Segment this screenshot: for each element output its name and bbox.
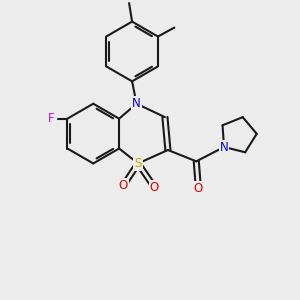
Text: N: N (220, 140, 228, 154)
Text: S: S (134, 157, 142, 170)
Text: N: N (132, 97, 141, 110)
Text: O: O (150, 181, 159, 194)
Text: F: F (48, 112, 54, 125)
Text: O: O (118, 179, 128, 192)
Text: O: O (194, 182, 203, 195)
